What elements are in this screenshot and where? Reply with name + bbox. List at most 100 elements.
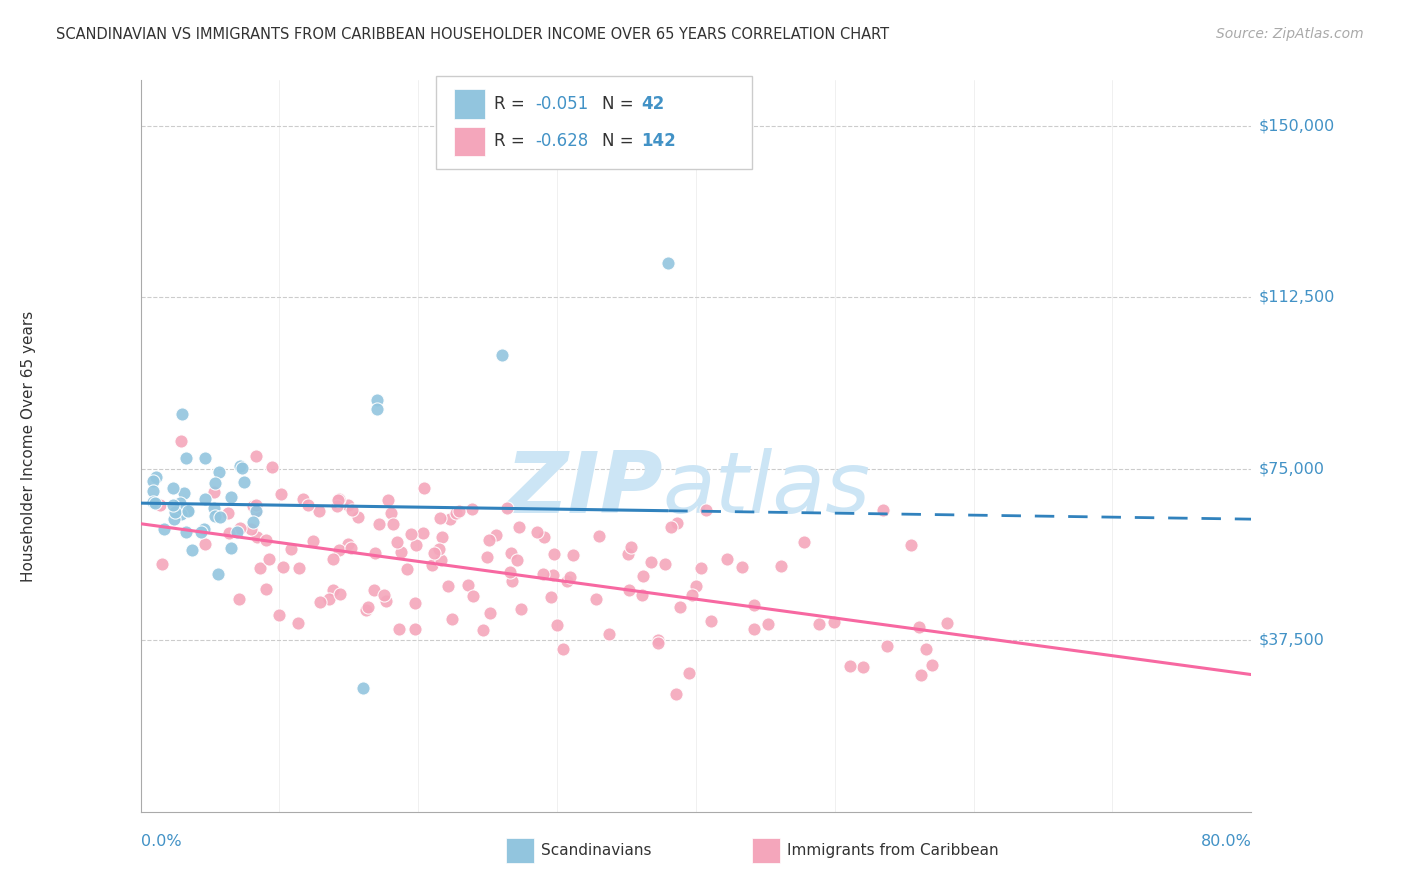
Point xyxy=(557,574,579,588)
Point xyxy=(484,528,506,542)
Point xyxy=(506,552,529,566)
Point xyxy=(173,486,195,500)
Point xyxy=(326,499,349,513)
Point xyxy=(405,538,427,552)
Point xyxy=(401,527,423,541)
Point xyxy=(172,407,194,421)
Point xyxy=(531,567,554,582)
Point xyxy=(439,512,461,526)
Point xyxy=(219,541,242,555)
Point xyxy=(245,504,267,518)
Point xyxy=(246,530,269,544)
Point xyxy=(357,600,380,615)
Point xyxy=(541,567,564,582)
Point xyxy=(354,603,377,617)
Point xyxy=(233,475,256,489)
Text: -0.051: -0.051 xyxy=(536,95,589,113)
Point xyxy=(430,553,453,567)
Point xyxy=(915,641,938,656)
Point xyxy=(193,522,215,536)
Point xyxy=(287,616,309,631)
Text: 42: 42 xyxy=(641,95,665,113)
Point xyxy=(328,493,350,508)
Text: $37,500: $37,500 xyxy=(1258,632,1324,648)
Point xyxy=(145,470,167,484)
Point xyxy=(225,524,247,539)
Point xyxy=(617,547,640,561)
Point xyxy=(478,533,501,547)
Point xyxy=(553,642,575,657)
Point xyxy=(585,592,607,607)
Point xyxy=(838,659,860,673)
Point xyxy=(245,498,267,512)
Text: Immigrants from Caribbean: Immigrants from Caribbean xyxy=(787,844,1000,858)
Point xyxy=(267,608,290,623)
Point xyxy=(560,570,582,584)
Point xyxy=(204,508,226,523)
Point xyxy=(647,636,669,650)
Point xyxy=(240,523,263,537)
Text: Source: ZipAtlas.com: Source: ZipAtlas.com xyxy=(1216,27,1364,41)
Point xyxy=(665,516,688,530)
Text: 142: 142 xyxy=(641,132,676,150)
Point xyxy=(297,499,319,513)
Text: 80.0%: 80.0% xyxy=(1201,834,1251,849)
Point xyxy=(368,516,391,531)
Point xyxy=(657,256,679,270)
Point xyxy=(461,502,484,516)
Point xyxy=(280,542,302,557)
Point xyxy=(508,520,530,534)
Point xyxy=(668,600,690,615)
Point xyxy=(617,582,640,597)
Point xyxy=(876,639,898,653)
Point xyxy=(678,665,700,680)
Point xyxy=(742,622,765,636)
Point xyxy=(440,611,463,625)
Point xyxy=(685,579,707,593)
Text: N =: N = xyxy=(602,132,638,150)
Point xyxy=(190,525,212,540)
Point xyxy=(194,537,217,551)
Point xyxy=(229,521,252,535)
Point xyxy=(501,574,523,589)
Point xyxy=(228,592,250,607)
Point xyxy=(142,483,165,498)
Point xyxy=(375,594,398,608)
Point xyxy=(437,579,460,593)
Point xyxy=(254,533,277,547)
Point xyxy=(716,552,738,566)
Point xyxy=(935,615,957,630)
Point xyxy=(432,530,454,544)
Point xyxy=(546,618,568,632)
Point xyxy=(540,590,562,604)
Text: Householder Income Over 65 years: Householder Income Over 65 years xyxy=(21,310,35,582)
Point xyxy=(475,550,498,565)
Point xyxy=(347,510,370,524)
Point xyxy=(690,560,713,574)
Point xyxy=(229,459,252,474)
Point xyxy=(412,525,434,540)
Text: 0.0%: 0.0% xyxy=(141,834,181,849)
Point xyxy=(288,561,311,575)
Point xyxy=(366,393,388,408)
Point xyxy=(472,623,495,637)
Point xyxy=(404,596,426,610)
Point xyxy=(328,543,350,558)
Point xyxy=(499,545,522,559)
Point xyxy=(328,492,350,507)
Point xyxy=(630,588,652,602)
Point xyxy=(405,622,427,636)
Point xyxy=(194,492,217,507)
Point xyxy=(561,549,583,563)
Text: $112,500: $112,500 xyxy=(1258,290,1334,305)
Point xyxy=(259,552,281,566)
Point xyxy=(218,526,240,541)
Point xyxy=(742,598,765,612)
Point xyxy=(208,465,231,479)
Point xyxy=(872,503,894,517)
Point xyxy=(681,588,703,602)
Point xyxy=(309,595,332,609)
Point xyxy=(659,520,682,534)
Point xyxy=(427,542,450,557)
Point xyxy=(217,506,239,520)
